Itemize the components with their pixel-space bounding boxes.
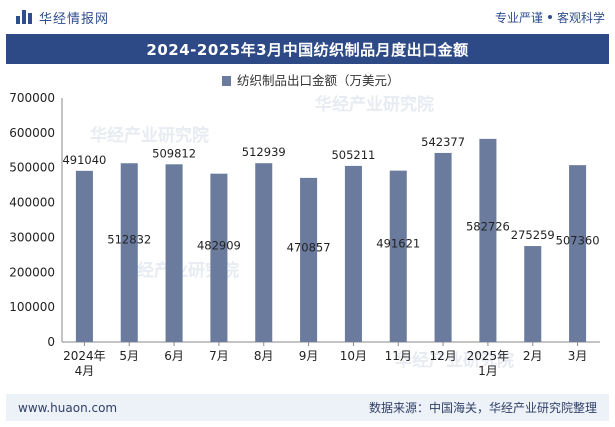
bar — [389, 170, 407, 342]
watermark-text: 华经产业研究院 — [90, 125, 209, 146]
x-tick-label: 7月 — [209, 349, 229, 363]
tagline: 专业严谨 客观科学 — [495, 9, 605, 26]
legend-label: 纺织制品出口金额（万美元） — [237, 73, 400, 88]
x-tick-label: 9月 — [299, 349, 319, 363]
bar — [75, 170, 93, 342]
bar — [569, 165, 587, 342]
data-label: 505211 — [331, 148, 375, 162]
y-tick-label: 300000 — [9, 230, 55, 244]
watermark-text: 华经产业研究院 — [395, 350, 514, 371]
bullet-dot-icon — [547, 15, 552, 19]
tagline-right: 客观科学 — [556, 10, 605, 25]
tagline-left: 专业严谨 — [494, 10, 543, 25]
y-tick-label: 0 — [47, 335, 55, 349]
chart-title: 2024-2025年3月中国纺织制品月度出口金额 — [146, 40, 469, 59]
legend-swatch — [222, 76, 231, 86]
data-label: 509812 — [152, 146, 196, 160]
brand-logo-icon — [16, 10, 32, 24]
bar — [165, 164, 183, 342]
bar-chart: 华经产业研究院华经产业研究院华经产业研究院华经产业研究院纺织制品出口金额（万美元… — [9, 73, 600, 378]
bar — [344, 165, 362, 342]
x-tick-label: 4月 — [75, 364, 95, 378]
bar — [479, 138, 497, 342]
data-label: 491621 — [376, 237, 420, 251]
x-tick-label: 1月 — [478, 364, 498, 378]
watermark-text: 华经产业研究院 — [315, 94, 434, 115]
data-label: 507360 — [556, 234, 600, 248]
data-label: 582726 — [466, 219, 510, 233]
y-tick-label: 700000 — [9, 91, 55, 105]
y-tick-label: 600000 — [9, 126, 55, 140]
chart-area: 华经产业研究院华经产业研究院华经产业研究院华经产业研究院纺织制品出口金额（万美元… — [0, 66, 615, 392]
data-label: 512939 — [242, 145, 286, 159]
data-label: 482909 — [197, 238, 241, 252]
x-tick-label: 11月 — [385, 349, 412, 363]
page-footer: www.huaon.com 数据来源：中国海关，华经产业研究院整理 — [6, 394, 609, 421]
x-tick-label: 2024年 — [63, 349, 106, 363]
footer-source: 数据来源：中国海关，华经产业研究院整理 — [368, 401, 597, 415]
data-label: 470857 — [287, 241, 331, 255]
bar — [210, 173, 228, 342]
page-header: 华经情报网 专业严谨 客观科学 — [0, 0, 615, 34]
x-tick-label: 10月 — [340, 349, 367, 363]
x-tick-label: 8月 — [254, 349, 274, 363]
bar — [524, 246, 542, 342]
x-tick-label: 5月 — [119, 349, 139, 363]
x-tick-label: 2025年 — [467, 349, 510, 363]
brand-name: 华经情报网 — [39, 11, 110, 27]
chart-title-bar: 2024-2025年3月中国纺织制品月度出口金额 — [6, 34, 609, 64]
x-tick-label: 6月 — [164, 349, 184, 363]
y-tick-label: 200000 — [9, 265, 55, 279]
brand[interactable]: 华经情报网 — [16, 8, 109, 27]
bar — [434, 152, 452, 342]
y-tick-label: 500000 — [9, 161, 55, 175]
y-tick-label: 100000 — [9, 300, 55, 314]
bar — [255, 163, 273, 342]
x-tick-label: 2月 — [523, 349, 543, 363]
footer-website[interactable]: www.huaon.com — [18, 400, 118, 415]
x-tick-label: 12月 — [429, 349, 456, 363]
y-tick-label: 400000 — [9, 196, 55, 210]
data-label: 512832 — [107, 233, 151, 247]
data-label: 491040 — [62, 153, 106, 167]
bar — [300, 177, 318, 342]
bar — [120, 163, 138, 342]
data-label: 275259 — [511, 228, 555, 242]
data-label: 542377 — [421, 135, 465, 149]
x-tick-label: 3月 — [568, 349, 588, 363]
